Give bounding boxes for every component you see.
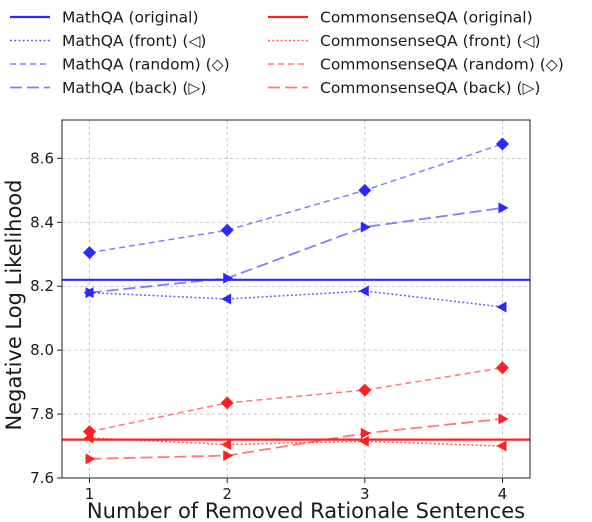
plot-frame — [61, 119, 531, 479]
data-point — [223, 272, 234, 284]
data-point — [85, 453, 96, 465]
data-point — [221, 438, 232, 450]
series-7 — [85, 413, 509, 465]
data-point — [358, 183, 372, 197]
series-6 — [83, 361, 509, 439]
data-point — [495, 361, 509, 375]
x-tick-label: 4 — [498, 485, 508, 503]
legend-item: MathQA (back) (▷) — [10, 79, 206, 97]
legend-item: CommonsenseQA (back) (▷) — [268, 79, 540, 97]
data-point — [83, 246, 97, 260]
series-1 — [83, 285, 507, 313]
data-point — [220, 223, 234, 237]
data-point — [498, 202, 509, 214]
series-line — [89, 417, 503, 460]
y-tick-label: 8.6 — [30, 149, 54, 167]
data-point — [358, 383, 372, 397]
series-3 — [85, 202, 509, 299]
series-5 — [83, 432, 507, 452]
series-layer — [62, 137, 530, 465]
legend-item: CommonsenseQA (original) — [268, 9, 533, 27]
y-tick-label: 7.8 — [30, 405, 54, 423]
series-line — [89, 366, 503, 433]
data-point — [360, 427, 371, 439]
y-axis-label: Negative Log Likelihood — [2, 180, 26, 431]
legend-label: MathQA (front) (◁) — [62, 32, 206, 50]
y-tick-label: 8.2 — [30, 277, 54, 295]
series-2 — [83, 137, 509, 260]
legend-label: MathQA (random) (◇) — [62, 56, 230, 74]
series-line — [89, 143, 503, 254]
legend-label: CommonsenseQA (back) (▷) — [320, 79, 540, 97]
legend-item: MathQA (random) (◇) — [10, 56, 230, 74]
legend-item: MathQA (front) (◁) — [10, 32, 206, 50]
series-line — [89, 437, 503, 447]
axes: 1 2 3 4 7.6 7.8 8.0 8.2 8.4 8.6 — [30, 119, 531, 503]
x-tick-label: 2 — [222, 485, 232, 503]
data-point — [220, 396, 234, 410]
data-point — [85, 287, 96, 299]
data-point — [221, 293, 232, 305]
data-point — [498, 413, 509, 425]
y-tick-label: 7.6 — [30, 469, 54, 487]
legend-item: CommonsenseQA (front) (◁) — [268, 32, 541, 50]
data-point — [496, 440, 507, 452]
legend-item: MathQA (original) — [10, 9, 199, 27]
series-line — [89, 290, 503, 308]
grid — [62, 120, 530, 479]
y-tick-label: 8.0 — [30, 341, 54, 359]
x-tick-label: 1 — [85, 485, 95, 503]
legend-label: CommonsenseQA (random) (◇) — [320, 56, 564, 74]
x-axis-label: Number of Removed Rationale Sentences — [87, 499, 525, 522]
y-tick-label: 8.4 — [30, 213, 54, 231]
legend-label: MathQA (back) (▷) — [62, 79, 206, 97]
data-point — [83, 425, 97, 439]
series-line — [89, 207, 503, 294]
data-point — [358, 285, 369, 297]
data-point — [360, 221, 371, 233]
legend-label: CommonsenseQA (original) — [320, 9, 533, 27]
data-point — [223, 450, 234, 462]
legend: MathQA (original) MathQA (front) (◁) MathQ… — [10, 9, 564, 97]
legend-label: MathQA (original) — [62, 9, 199, 27]
data-point — [358, 435, 369, 447]
legend-item: CommonsenseQA (random) (◇) — [268, 56, 564, 74]
legend-label: CommonsenseQA (front) (◁) — [320, 32, 541, 50]
x-tick-label: 3 — [360, 485, 370, 503]
data-point — [496, 301, 507, 313]
data-point — [495, 137, 509, 151]
